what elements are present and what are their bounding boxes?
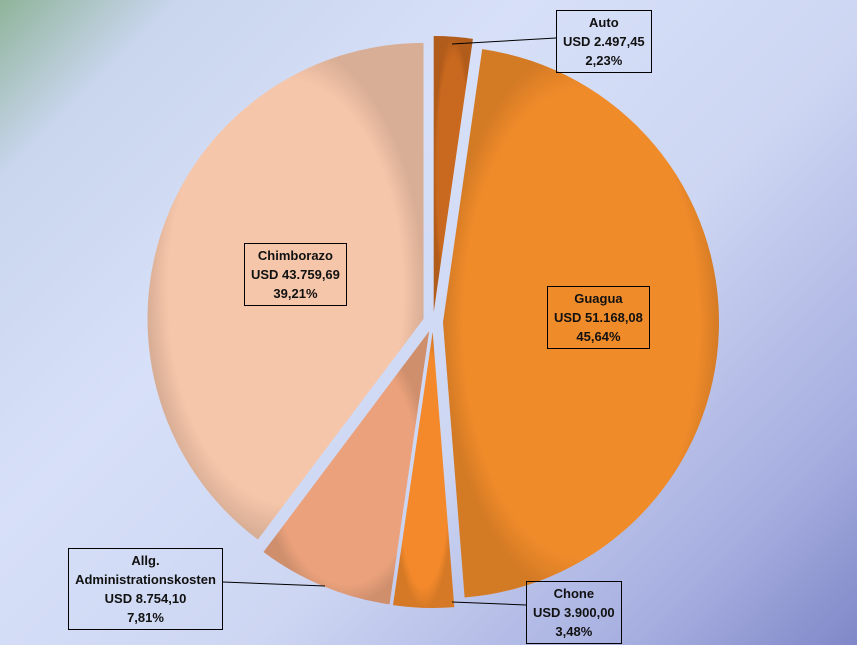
data-label: Chimborazo USD 43.759,69 39,21% xyxy=(244,243,347,306)
label-value: USD 3.900,00 xyxy=(533,605,615,620)
data-label: Chone USD 3.900,00 3,48% xyxy=(526,581,622,644)
label-percent: 2,23% xyxy=(585,53,623,68)
label-category: Chone xyxy=(553,586,595,601)
label-percent: 3,48% xyxy=(555,624,593,639)
data-label: Guagua USD 51.168,08 45,64% xyxy=(547,286,650,349)
label-value: USD 51.168,08 xyxy=(554,310,643,325)
label-value: USD 8.754,10 xyxy=(104,591,187,606)
label-value: USD 2.497,45 xyxy=(563,34,645,49)
data-label: Auto USD 2.497,45 2,23% xyxy=(556,10,652,73)
label-percent: 7,81% xyxy=(127,610,164,625)
label-value: USD 43.759,69 xyxy=(251,267,340,282)
label-percent: 45,64% xyxy=(576,329,621,344)
leader-line xyxy=(451,601,527,606)
label-category: Guagua xyxy=(574,291,623,306)
label-category: Auto xyxy=(589,15,619,30)
label-category: Chimborazo xyxy=(257,248,334,263)
leader-line xyxy=(222,581,326,587)
leader-line xyxy=(451,37,557,45)
label-percent: 39,21% xyxy=(273,286,318,301)
data-label: Allg. Administrationskosten USD 8.754,10 7… xyxy=(68,548,223,630)
label-category: Allg. Administrationskosten xyxy=(75,553,216,587)
